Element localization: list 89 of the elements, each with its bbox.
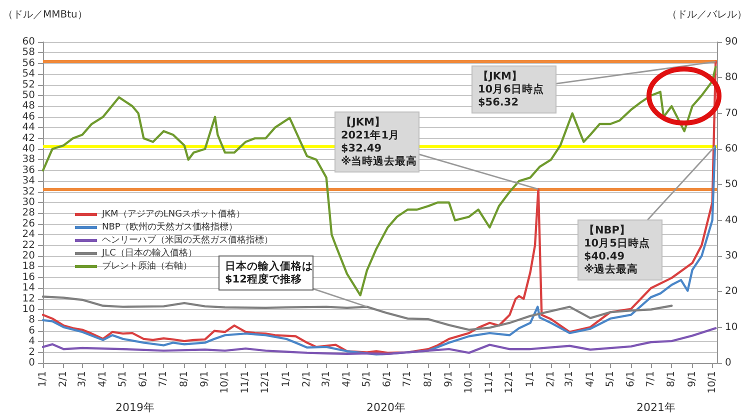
y2-tick-label: 60 <box>725 144 738 154</box>
y-tick-label: 36 <box>22 164 35 176</box>
x-tick-label: 8/1 <box>178 371 190 388</box>
y-tick-label: 30 <box>22 197 35 208</box>
x-tick-label: 2/1 <box>546 371 556 388</box>
y2-axis-title: （ドル／バレル） <box>667 10 747 20</box>
x-tick-label: 11/1 <box>240 371 252 394</box>
y-tick-label: 56 <box>22 58 35 69</box>
annotation: 日本の輸入価格は $12程度で推移 <box>225 260 313 286</box>
y-tick-label: 42 <box>22 132 35 144</box>
x-tick-label: 5/1 <box>118 371 128 388</box>
x-tick-label: 12/1 <box>504 371 516 394</box>
y2-tick-label: 20 <box>725 286 738 298</box>
y-tick-label: 14 <box>22 282 35 294</box>
legend-label: ブレント原油（右軸） <box>102 260 192 272</box>
text: 2019年 <box>116 401 154 414</box>
x-tick-label: 6/1 <box>382 371 394 388</box>
text: 2020年 <box>366 401 406 414</box>
y-tick-label: 16 <box>22 272 35 283</box>
y-tick-label: 40 <box>22 144 35 154</box>
x-tick-label: 1/1 <box>524 371 536 388</box>
y-tick-label: 0 <box>28 358 35 368</box>
x-tick-label: 12/1 <box>260 371 272 394</box>
y2-tick-label: 90 <box>725 36 738 48</box>
x-tick-label: 1/1 <box>280 371 292 388</box>
y-tick-label: 18 <box>22 261 35 272</box>
legend-label: NBP（欧州の天然ガス価格指標） <box>102 222 238 232</box>
y-tick-label: 32 <box>22 186 35 198</box>
text: 2021年 <box>636 401 676 414</box>
y-tick-label: 48 <box>22 100 35 112</box>
y-tick-label: 22 <box>22 240 35 251</box>
legend-label: JKM（アジアのLNGスポット価格） <box>101 208 246 220</box>
y2-tick-label: 0 <box>725 358 732 368</box>
y-tick-label: 60 <box>22 36 35 48</box>
annotation: 【JKM】 10月6日時点 $56.32 <box>478 70 544 108</box>
y-axis-title: （ドル／MMBtu） <box>3 10 88 20</box>
y-tick-label: 6 <box>28 325 35 336</box>
x-tick-label: 6/1 <box>138 371 150 388</box>
x-tick-label: 8/1 <box>666 371 678 388</box>
y2-tick-label: 30 <box>725 250 738 262</box>
y2-tick-label: 70 <box>725 108 738 119</box>
y-tick-label: 2 <box>28 346 35 358</box>
y-tick-label: 58 <box>22 47 35 58</box>
x-tick-label: 3/1 <box>76 371 88 388</box>
x-tick-label: 3/1 <box>564 371 576 388</box>
x-tick-label: 6/1 <box>626 371 636 388</box>
y-tick-label: 28 <box>22 208 35 219</box>
y-tick-label: 12 <box>22 293 35 304</box>
x-tick-label: 9/1 <box>686 371 698 388</box>
y-tick-label: 44 <box>22 122 35 134</box>
legend-label: ヘンリーハブ（米国の天然ガス価格指標） <box>102 234 273 246</box>
y-tick-label: 20 <box>22 250 35 262</box>
y-tick-label: 4 <box>28 336 35 348</box>
x-tick-label: 10/1 <box>464 371 474 394</box>
x-tick-label: 5/1 <box>362 371 372 388</box>
y-tick-label: 50 <box>22 90 35 101</box>
x-tick-label: 2/1 <box>58 371 70 388</box>
y-tick-label: 38 <box>22 154 35 166</box>
x-tick-label: 7/1 <box>646 371 656 388</box>
x-tick-label: 5/1 <box>604 371 616 388</box>
y-tick-label: 24 <box>22 229 35 240</box>
x-tick-label: 4/1 <box>584 371 596 388</box>
y2-tick-label: 50 <box>725 179 738 190</box>
y-tick-label: 46 <box>22 111 35 122</box>
x-tick-label: 7/1 <box>158 371 170 388</box>
x-tick-label: 7/1 <box>402 371 414 388</box>
annotation: 【JKM】 2021年1月 $32.49 ※当時過去最高 <box>341 116 418 168</box>
x-tick-label: 1/1 <box>38 371 48 388</box>
x-tick-label: 11/1 <box>484 371 496 394</box>
annotation: 【NBP】 10月5日時点 $40.49 ※過去最高 <box>584 224 650 276</box>
y-tick-label: 34 <box>22 176 35 187</box>
x-tick-label: 8/1 <box>422 371 434 388</box>
x-tick-label: 2/1 <box>302 371 312 388</box>
x-tick-label: 3/1 <box>320 371 332 388</box>
y-tick-label: 10 <box>22 304 35 315</box>
x-tick-label: 4/1 <box>342 371 352 388</box>
x-tick-label: 4/1 <box>98 371 108 388</box>
legend-label: JLC（日本の輸入価格） <box>101 248 197 258</box>
x-tick-label: 10/1 <box>220 371 230 394</box>
y2-tick-label: 10 <box>725 322 738 333</box>
y-tick-label: 54 <box>22 68 35 80</box>
x-tick-label: 9/1 <box>444 371 454 388</box>
y2-tick-label: 80 <box>725 72 738 84</box>
y-tick-label: 26 <box>22 218 35 230</box>
y-tick-label: 8 <box>28 314 35 326</box>
x-tick-label: 9/1 <box>200 371 210 388</box>
x-tick-label: 10/1 <box>706 371 718 394</box>
y-tick-label: 52 <box>22 79 35 90</box>
y2-tick-label: 40 <box>725 214 738 226</box>
